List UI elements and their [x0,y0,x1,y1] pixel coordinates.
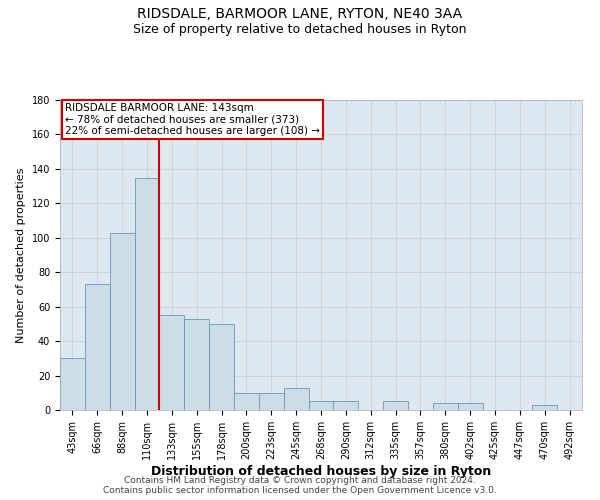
Text: RIDSDALE, BARMOOR LANE, RYTON, NE40 3AA: RIDSDALE, BARMOOR LANE, RYTON, NE40 3AA [137,8,463,22]
Bar [334,402,358,410]
X-axis label: Distribution of detached houses by size in Ryton: Distribution of detached houses by size … [151,464,491,477]
Bar [160,316,184,410]
Bar [234,393,259,410]
Bar [60,358,85,410]
Bar [184,318,209,410]
Text: RIDSDALE BARMOOR LANE: 143sqm
← 78% of detached houses are smaller (373)
22% of : RIDSDALE BARMOOR LANE: 143sqm ← 78% of d… [65,103,320,136]
Bar [532,405,557,410]
Bar [110,232,134,410]
Bar [284,388,308,410]
Bar [85,284,110,410]
Bar [259,393,284,410]
Bar [308,402,334,410]
Bar [209,324,234,410]
Text: Size of property relative to detached houses in Ryton: Size of property relative to detached ho… [133,22,467,36]
Bar [433,403,458,410]
Text: Contains HM Land Registry data © Crown copyright and database right 2024.
Contai: Contains HM Land Registry data © Crown c… [103,476,497,495]
Bar [383,402,408,410]
Y-axis label: Number of detached properties: Number of detached properties [16,168,26,342]
Bar [458,403,482,410]
Bar [134,178,160,410]
